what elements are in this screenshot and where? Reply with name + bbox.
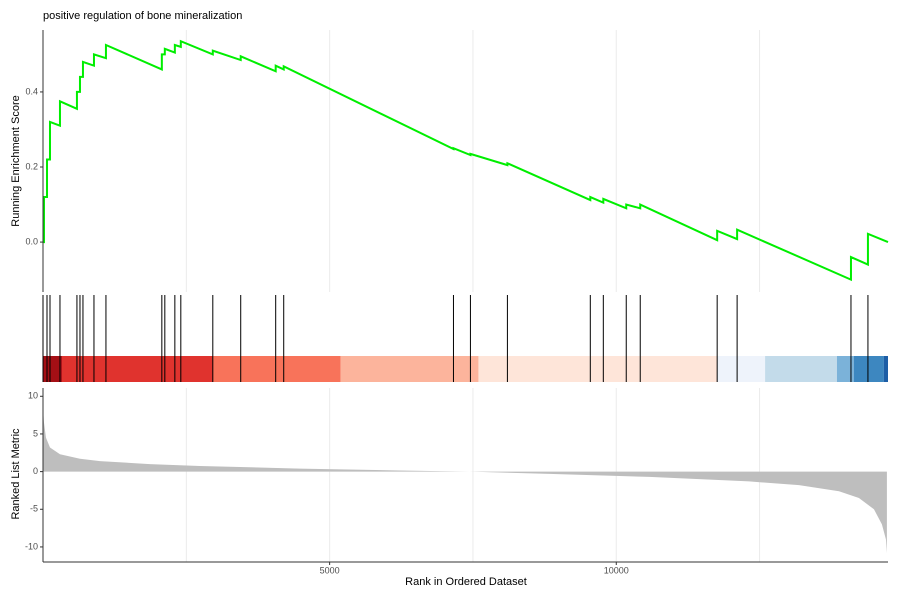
y-tick-label: 0.0 xyxy=(25,236,38,246)
x-axis-label: Rank in Ordered Dataset xyxy=(405,576,527,588)
x-tick-label: 10000 xyxy=(604,565,629,575)
y-tick-label: 5 xyxy=(33,428,38,438)
rank-band xyxy=(765,356,837,382)
x-tick-label: 5000 xyxy=(320,565,340,575)
rank-band xyxy=(61,356,213,382)
rank-band xyxy=(340,356,479,382)
rank-band xyxy=(478,356,718,382)
rank-band xyxy=(717,356,766,382)
y-tick-label: 0 xyxy=(33,466,38,476)
enrichment-line xyxy=(42,39,889,282)
y-tick-label: -10 xyxy=(25,541,38,551)
rank-band xyxy=(212,356,341,382)
y-tick-label: 0.2 xyxy=(25,161,38,171)
rank-band xyxy=(853,356,884,382)
y-tick-label: 0.4 xyxy=(25,86,38,96)
rank-band xyxy=(43,356,62,382)
rank-band xyxy=(883,356,888,382)
y-tick-label: 10 xyxy=(28,391,38,401)
chart-title: positive regulation of bone mineralizati… xyxy=(43,10,242,22)
rank-band xyxy=(836,356,854,382)
y-axis-label: Running Enrichment Score xyxy=(10,95,22,226)
y-axis-label: Ranked List Metric xyxy=(10,428,22,520)
y-tick-label: -5 xyxy=(30,504,38,514)
